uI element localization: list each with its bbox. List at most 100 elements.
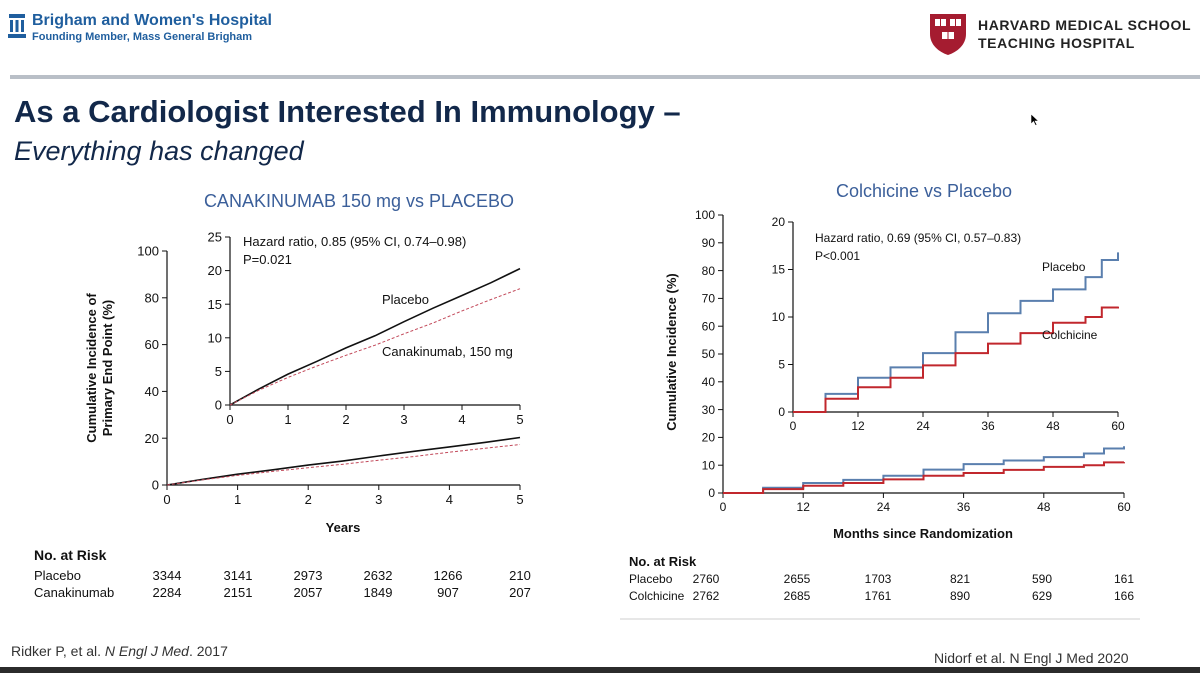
chart1-x-tick-label: 5 xyxy=(516,492,523,507)
chart2-x-tick-label: 48 xyxy=(1037,500,1051,514)
chart2-inset-series-colchicine xyxy=(793,306,1119,413)
chart1-x-label: Years xyxy=(326,520,361,535)
harvard-shield-icon xyxy=(930,14,966,55)
chart2-at-risk-value: 590 xyxy=(1032,572,1052,586)
chart2-inset-y-tick-label: 10 xyxy=(772,310,786,324)
chart1-title: CANAKINUMAB 150 mg vs PLACEBO xyxy=(204,191,514,211)
chart2-inset-x-tick-label: 60 xyxy=(1111,419,1125,433)
chart1-label-placebo: Placebo xyxy=(382,292,429,307)
citation-right: Nidorf et al. N Engl J Med 2020 xyxy=(934,650,1129,666)
chart1-x-tick-label: 3 xyxy=(375,492,382,507)
chart1-at-risk-row-label: Canakinumab xyxy=(34,585,114,600)
chart2-inset-series-placebo xyxy=(793,252,1119,413)
chart2-at-risk-value: 2760 xyxy=(693,572,720,586)
hms-line2: TEACHING HOSPITAL xyxy=(978,35,1135,51)
chart1-inset-y-tick-label: 10 xyxy=(208,330,222,345)
chart1-hazard-ratio: Hazard ratio, 0.85 (95% CI, 0.74–0.98) xyxy=(243,234,466,249)
chart2-inset-x-tick-label: 36 xyxy=(981,419,995,433)
chart2-x-tick-label: 0 xyxy=(720,500,727,514)
chart2-at-risk-value: 166 xyxy=(1114,589,1134,603)
chart2-at-risk-value: 161 xyxy=(1114,572,1134,586)
chart1-inset-x-tick-label: 4 xyxy=(458,412,465,427)
chart2-at-risk-value: 1703 xyxy=(865,572,892,586)
chart1-at-risk-value: 1266 xyxy=(434,568,463,583)
mouse-cursor-icon xyxy=(1031,114,1039,126)
chart2-y-tick-label: 30 xyxy=(702,403,716,417)
chart2-y-tick-label: 0 xyxy=(708,486,715,500)
chart2-y-tick-label: 100 xyxy=(695,208,715,222)
chart1-at-risk-value: 2632 xyxy=(364,568,393,583)
chart2-inset-x-tick-label: 24 xyxy=(916,419,930,433)
chart1-x-tick-label: 0 xyxy=(163,492,170,507)
chart2-y-tick-label: 70 xyxy=(702,292,716,306)
hms-logo: HARVARD MEDICAL SCHOOL TEACHING HOSPITAL xyxy=(928,12,1191,56)
chart1-inset-series-canakinumab xyxy=(229,288,521,406)
hospital-affiliation: Founding Member, Mass General Brigham xyxy=(32,31,253,43)
chart2-at-risk-header: No. at Risk xyxy=(629,554,697,569)
chart1-inset-y-tick-label: 15 xyxy=(208,297,222,312)
chart2-inset-y-tick-label: 0 xyxy=(778,405,785,419)
citation-left-author: Ridker P, et al. xyxy=(11,643,105,659)
chart1-inset-series-placebo xyxy=(229,267,521,406)
chart1-at-risk-value: 907 xyxy=(437,585,459,600)
chart1-y-label-line1: Cumulative Incidence of xyxy=(84,293,99,443)
chart2-p-value: P<0.001 xyxy=(815,249,860,263)
chart1-p-value: P=0.021 xyxy=(243,252,292,267)
chart1-series-canakinumab xyxy=(166,444,521,486)
hms-line1: HARVARD MEDICAL SCHOOL xyxy=(978,17,1192,33)
chart1-label-canakinumab: Canakinumab, 150 mg xyxy=(382,344,513,359)
chart2-at-risk-value: 2762 xyxy=(693,589,720,603)
chart1-y-tick-label: 40 xyxy=(145,384,159,399)
chart2-inset-x-tick-label: 0 xyxy=(790,419,797,433)
slide-title: As a Cardiologist Interested In Immunolo… xyxy=(14,94,681,129)
chart2-at-risk-value: 1761 xyxy=(865,589,892,603)
chart1-y-tick-label: 80 xyxy=(145,290,159,305)
chart2-series-placebo xyxy=(723,446,1125,494)
chart2-x-tick-label: 60 xyxy=(1117,500,1131,514)
bottom-bar xyxy=(0,667,1200,673)
hospital-building-icon xyxy=(8,14,26,38)
chart1-y-tick-label: 100 xyxy=(137,244,159,259)
chart1-at-risk-value: 2284 xyxy=(153,585,182,600)
chart1-at-risk-value: 207 xyxy=(509,585,531,600)
chart1-x-tick-label: 4 xyxy=(446,492,453,507)
chart1-inset-y-tick-label: 5 xyxy=(215,364,222,379)
chart1-at-risk-value: 1849 xyxy=(364,585,393,600)
chart1-inset-x-tick-label: 1 xyxy=(284,412,291,427)
chart1-y-label-line2: Primary End Point (%) xyxy=(100,300,115,437)
chart1-inset-x-tick-label: 3 xyxy=(400,412,407,427)
chart1-at-risk-value: 3344 xyxy=(153,568,182,583)
chart2-y-tick-label: 20 xyxy=(702,431,716,445)
chart2-title: Colchicine vs Placebo xyxy=(836,181,1012,201)
chart1-inset-x-tick-label: 2 xyxy=(342,412,349,427)
chart2-x-tick-label: 36 xyxy=(957,500,971,514)
chart2-x-tick-label: 12 xyxy=(797,500,811,514)
chart1-series-placebo xyxy=(166,436,521,486)
chart2-label-colchicine: Colchicine xyxy=(1042,328,1098,342)
chart1-y-tick-label: 20 xyxy=(145,431,159,446)
chart2-at-risk-value: 890 xyxy=(950,589,970,603)
chart1-inset-x-tick-label: 0 xyxy=(226,412,233,427)
chart2-y-label: Cumulative Incidence (%) xyxy=(664,273,679,430)
chart2-at-risk-value: 821 xyxy=(950,572,970,586)
hospital-name: Brigham and Women's Hospital xyxy=(32,12,272,29)
chart1-at-risk-value: 2057 xyxy=(294,585,323,600)
chart2-inset-y-tick-label: 5 xyxy=(778,358,785,372)
chart2-y-tick-label: 60 xyxy=(702,319,716,333)
slide-header: Brigham and Women's Hospital Founding Me… xyxy=(0,0,1200,72)
chart1-x-tick-label: 1 xyxy=(234,492,241,507)
chart2-y-tick-label: 90 xyxy=(702,236,716,250)
chart1-at-risk-value: 210 xyxy=(509,568,531,583)
chart2-inset-y-tick-label: 15 xyxy=(772,263,786,277)
chart2-x-label: Months since Randomization xyxy=(833,526,1013,541)
chart2-y-tick-label: 10 xyxy=(702,458,716,472)
chart1-x-tick-label: 2 xyxy=(305,492,312,507)
chart2-label-placebo: Placebo xyxy=(1042,260,1086,274)
bwh-logo: Brigham and Women's Hospital Founding Me… xyxy=(8,12,272,44)
chart1-y-tick-label: 60 xyxy=(145,337,159,352)
chart1-at-risk-value: 2151 xyxy=(224,585,253,600)
chart2-x-tick-label: 24 xyxy=(877,500,891,514)
chart1-y-tick-label: 0 xyxy=(152,478,159,493)
chart2-y-tick-label: 50 xyxy=(702,347,716,361)
